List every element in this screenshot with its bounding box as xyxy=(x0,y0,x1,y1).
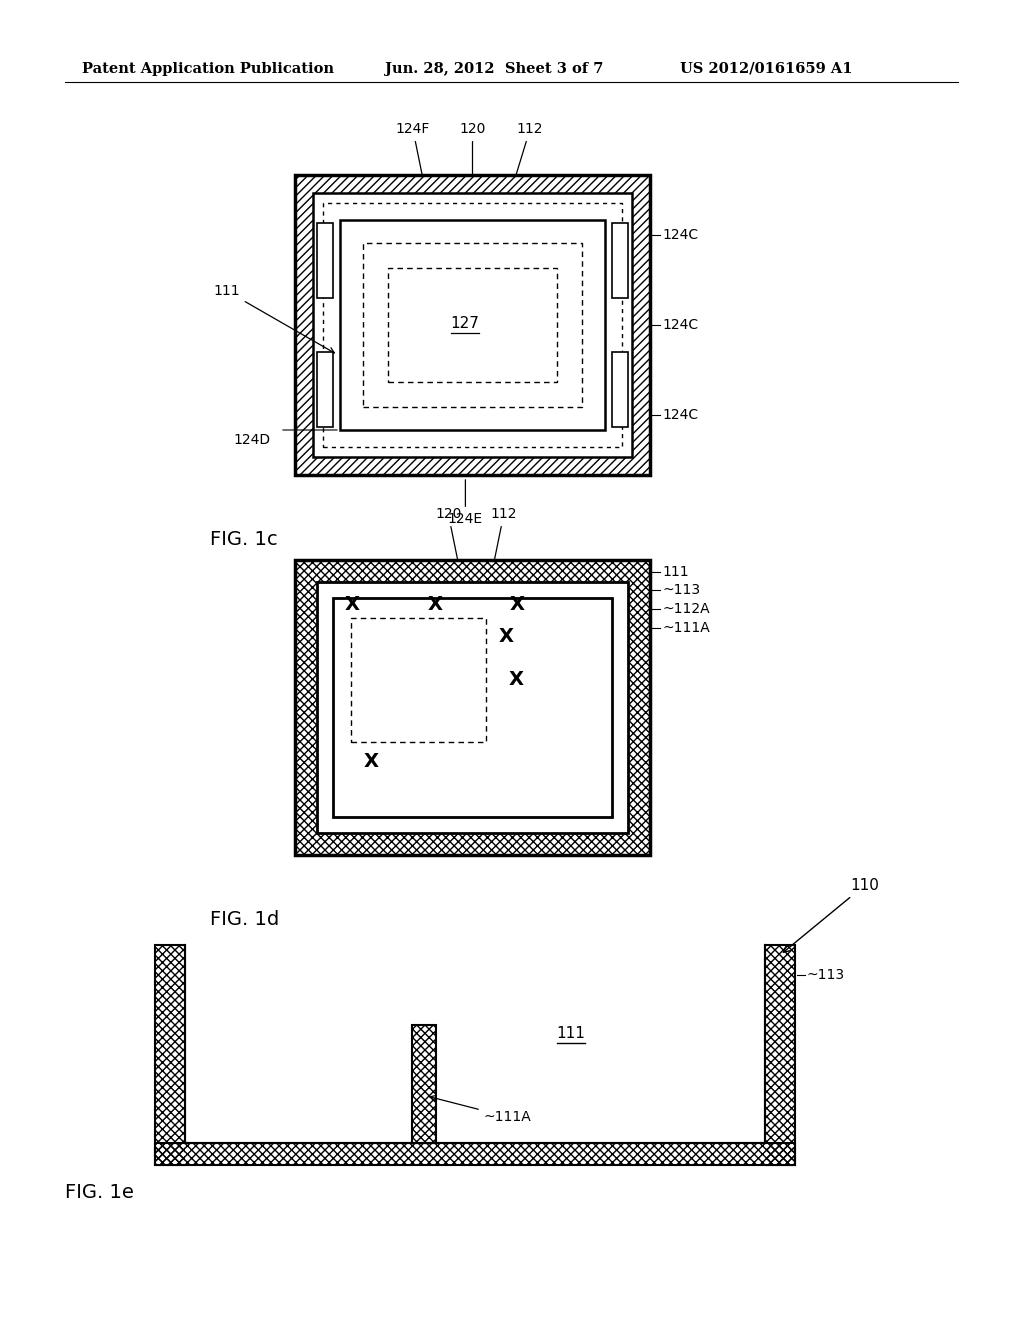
Text: 112: 112 xyxy=(516,121,544,176)
Text: 124C: 124C xyxy=(662,408,698,422)
Bar xyxy=(295,176,650,475)
Bar xyxy=(317,223,333,298)
Bar xyxy=(362,243,582,407)
Bar xyxy=(766,945,795,1164)
Bar xyxy=(155,945,185,1166)
Text: X: X xyxy=(499,627,513,645)
Bar xyxy=(317,352,333,426)
Text: 124C: 124C xyxy=(662,228,698,242)
Bar xyxy=(156,945,184,1164)
Text: 124F: 124F xyxy=(395,121,430,176)
Text: US 2012/0161659 A1: US 2012/0161659 A1 xyxy=(680,62,853,77)
Bar xyxy=(351,618,486,742)
Text: X: X xyxy=(508,671,523,689)
Text: FIG. 1d: FIG. 1d xyxy=(210,909,280,929)
Bar xyxy=(412,1026,436,1143)
Bar xyxy=(319,583,626,832)
Text: X: X xyxy=(344,594,359,614)
Text: 110: 110 xyxy=(783,878,879,952)
Text: 120: 120 xyxy=(435,507,462,560)
Bar xyxy=(317,582,628,833)
Text: FIG. 1e: FIG. 1e xyxy=(65,1183,134,1203)
Text: ~113: ~113 xyxy=(662,583,700,597)
Text: 124D: 124D xyxy=(233,433,270,447)
Text: ~113: ~113 xyxy=(807,968,845,982)
Text: 127: 127 xyxy=(451,315,479,330)
Text: ~111A: ~111A xyxy=(430,1096,531,1123)
Bar xyxy=(388,268,557,381)
Text: 111: 111 xyxy=(557,1026,586,1040)
Text: Patent Application Publication: Patent Application Publication xyxy=(82,62,334,77)
Bar xyxy=(342,222,603,428)
Bar xyxy=(295,560,650,855)
Bar xyxy=(765,945,795,1166)
Bar xyxy=(612,352,628,426)
Text: X: X xyxy=(510,594,524,614)
Text: 120: 120 xyxy=(460,121,485,176)
Text: 111: 111 xyxy=(213,284,335,352)
Bar xyxy=(155,1143,795,1166)
Text: FIG. 1c: FIG. 1c xyxy=(210,531,278,549)
Bar xyxy=(365,246,580,405)
Bar xyxy=(612,223,628,298)
Text: ~111A: ~111A xyxy=(662,620,710,635)
Bar xyxy=(333,598,612,817)
Bar xyxy=(323,203,622,447)
Text: X: X xyxy=(364,752,379,771)
Text: Jun. 28, 2012  Sheet 3 of 7: Jun. 28, 2012 Sheet 3 of 7 xyxy=(385,62,603,77)
Bar xyxy=(340,220,605,430)
Text: ~112A: ~112A xyxy=(662,602,710,616)
Text: 124C: 124C xyxy=(662,318,698,333)
Text: 124E: 124E xyxy=(447,479,483,525)
Bar xyxy=(156,1143,795,1164)
Bar xyxy=(313,193,632,457)
Text: 112: 112 xyxy=(490,507,517,560)
Text: 111: 111 xyxy=(662,565,688,579)
Text: X: X xyxy=(427,594,442,614)
Bar xyxy=(413,1026,435,1143)
